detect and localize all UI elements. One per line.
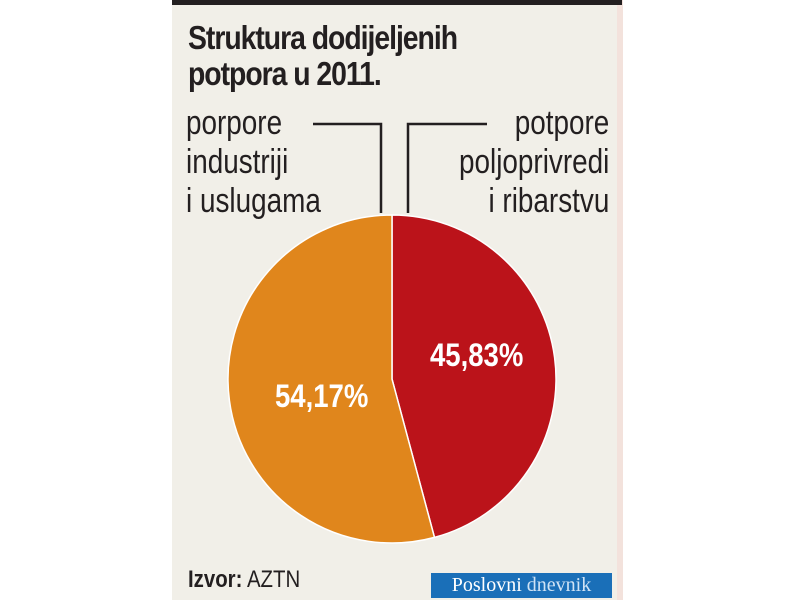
slice-industry [227,214,436,544]
chart-title: Struktura dodijeljenih potpora u 2011. [188,19,458,92]
label-agriculture: potpore poljoprivredi i ribarstvu [459,104,609,221]
logo-part-1: Poslovni [451,574,522,596]
panel-edge [617,0,623,600]
label-industry-line-3: i uslugama [186,182,321,220]
logo-part-2: dnevnik [526,574,592,596]
publisher-logo: Poslovni dnevnik [431,573,612,598]
leader-line-agriculture [406,122,487,213]
title-line-2: potpora u 2011. [188,55,382,92]
label-agriculture-line-2: poljoprivredi [458,143,609,181]
value-label-agriculture: 45,83% [430,337,524,373]
value-label-industry: 54,17% [275,378,369,414]
source-value: AZTN [246,566,301,593]
leader-line-industry [313,122,383,213]
top-bar [172,0,622,5]
label-agriculture-line-3: i ribarstvu [488,182,609,220]
label-agriculture-line-1: potpore [514,104,609,142]
slice-agriculture [391,214,557,539]
label-industry: porpore industriji i uslugama [186,104,321,221]
label-industry-line-2: industriji [186,143,289,181]
title-line-1: Struktura dodijeljenih [188,19,458,56]
label-industry-line-1: porpore [186,104,283,142]
source-note: Izvor: AZTN [188,566,300,594]
source-label: Izvor: [188,566,243,593]
